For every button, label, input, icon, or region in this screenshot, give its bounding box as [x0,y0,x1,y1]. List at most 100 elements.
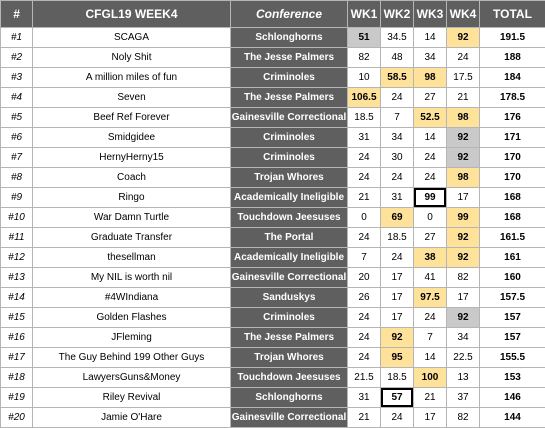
wk3-score-cell: 27 [414,88,447,108]
total-score-cell: 170 [480,168,545,188]
rank-cell: #20 [1,408,33,428]
wk2-score-cell: 17 [381,308,414,328]
wk2-score-cell: 57 [381,388,414,408]
rank-cell: #19 [1,388,33,408]
team-name-cell: Noly Shit [33,48,231,68]
wk1-score-cell: 0 [348,208,381,228]
conference-cell: Schlonghorns [231,28,348,48]
wk1-score-cell: 24 [348,308,381,328]
wk2-score-cell: 31 [381,188,414,208]
total-score-cell: 160 [480,268,545,288]
conference-cell: Touchdown Jeesuses [231,368,348,388]
team-name-cell: Jamie O'Hare [33,408,231,428]
total-score-cell: 168 [480,208,545,228]
wk2-score-cell: 30 [381,148,414,168]
header-total: TOTAL [480,1,545,28]
total-score-cell: 161.5 [480,228,545,248]
wk3-score-cell: 24 [414,308,447,328]
wk4-score-cell: 37 [447,388,480,408]
wk2-score-cell: 17 [381,288,414,308]
wk4-score-cell: 92 [447,248,480,268]
team-name-cell: LawyersGuns&Money [33,368,231,388]
total-score-cell: 155.5 [480,348,545,368]
wk3-score-cell: 7 [414,328,447,348]
wk4-score-cell: 92 [447,128,480,148]
team-name-cell: Ringo [33,188,231,208]
team-name-cell: HernyHerny15 [33,148,231,168]
wk2-score-cell: 18.5 [381,228,414,248]
rank-cell: #13 [1,268,33,288]
wk3-score-cell: 41 [414,268,447,288]
total-score-cell: 157.5 [480,288,545,308]
wk4-score-cell: 99 [447,208,480,228]
total-score-cell: 188 [480,48,545,68]
header-wk1: WK1 [348,1,381,28]
wk2-score-cell: 58.5 [381,68,414,88]
wk2-score-cell: 34.5 [381,28,414,48]
wk3-score-cell: 14 [414,128,447,148]
total-score-cell: 157 [480,328,545,348]
rank-cell: #15 [1,308,33,328]
wk3-score-cell: 98 [414,68,447,88]
conference-cell: Academically Ineligible [231,248,348,268]
conference-cell: Sanduskys [231,288,348,308]
header-row: # CFGL19 WEEK4 Conference WK1 WK2 WK3 WK… [1,1,545,28]
wk1-score-cell: 26 [348,288,381,308]
wk2-score-cell: 24 [381,408,414,428]
total-score-cell: 157 [480,308,545,328]
wk2-score-cell: 69 [381,208,414,228]
wk4-score-cell: 98 [447,168,480,188]
wk2-score-cell: 95 [381,348,414,368]
total-score-cell: 191.5 [480,28,545,48]
rank-cell: #1 [1,28,33,48]
wk3-score-cell: 38 [414,248,447,268]
conference-cell: Criminoles [231,128,348,148]
team-name-cell: Seven [33,88,231,108]
conference-cell: Criminoles [231,68,348,88]
wk2-score-cell: 24 [381,248,414,268]
wk4-score-cell: 92 [447,228,480,248]
wk3-score-cell: 21 [414,388,447,408]
wk2-score-cell: 18.5 [381,368,414,388]
wk4-score-cell: 13 [447,368,480,388]
wk4-score-cell: 92 [447,148,480,168]
wk1-score-cell: 24 [348,328,381,348]
rank-cell: #7 [1,148,33,168]
team-name-cell: Smidgidee [33,128,231,148]
conference-cell: The Portal [231,228,348,248]
team-name-cell: #4WIndiana [33,288,231,308]
rank-cell: #2 [1,48,33,68]
wk4-score-cell: 17 [447,288,480,308]
wk4-score-cell: 98 [447,108,480,128]
team-name-cell: Coach [33,168,231,188]
wk1-score-cell: 10 [348,68,381,88]
rank-cell: #8 [1,168,33,188]
rank-cell: #18 [1,368,33,388]
header-wk4: WK4 [447,1,480,28]
wk2-score-cell: 7 [381,108,414,128]
wk4-score-cell: 34 [447,328,480,348]
team-name-cell: JFleming [33,328,231,348]
wk2-score-cell: 24 [381,168,414,188]
header-rank: # [1,1,33,28]
rank-cell: #17 [1,348,33,368]
total-score-cell: 144 [480,408,545,428]
total-score-cell: 184 [480,68,545,88]
rank-cell: #14 [1,288,33,308]
team-name-cell: War Damn Turtle [33,208,231,228]
team-name-cell: My NIL is worth nil [33,268,231,288]
wk1-score-cell: 82 [348,48,381,68]
conference-cell: Schlonghorns [231,388,348,408]
rank-cell: #16 [1,328,33,348]
wk2-score-cell: 92 [381,328,414,348]
wk1-score-cell: 24 [348,148,381,168]
wk3-score-cell: 24 [414,148,447,168]
